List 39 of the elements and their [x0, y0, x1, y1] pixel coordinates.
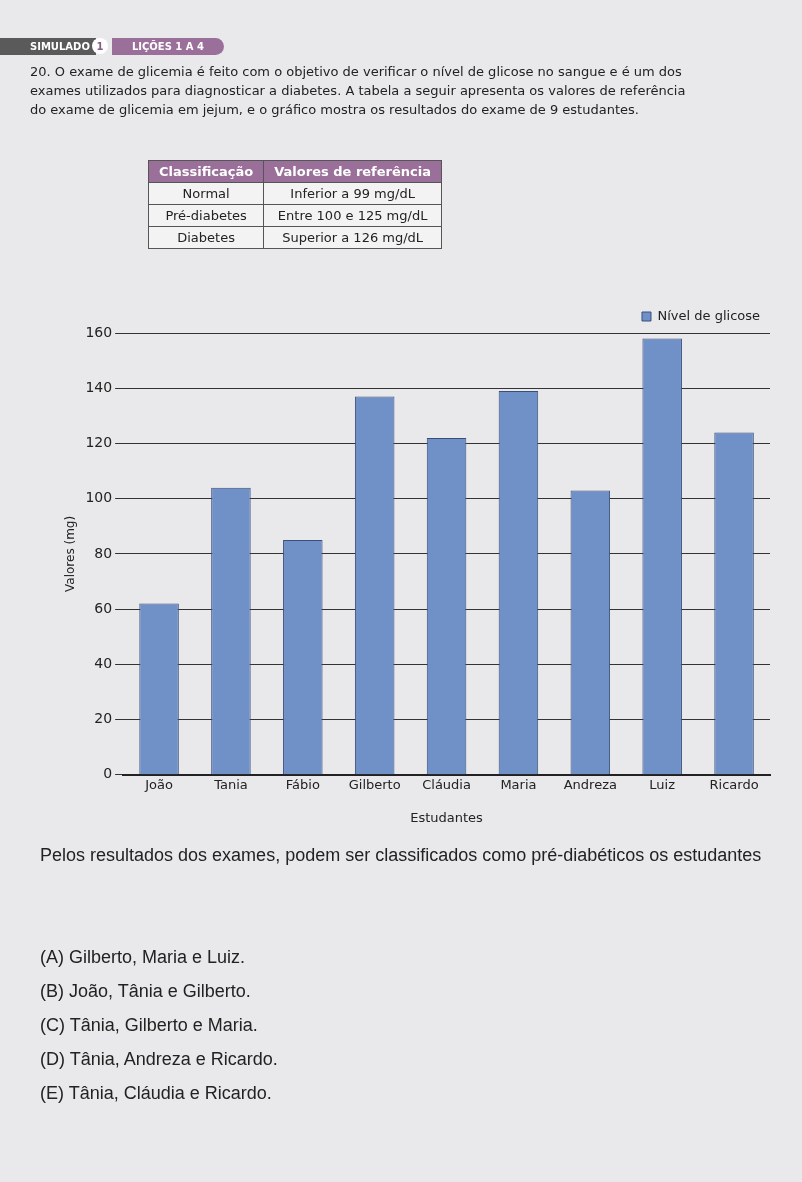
x-tick-label: Tania — [213, 776, 248, 792]
text: (B) João, Tânia e Gilberto. — [40, 980, 252, 1003]
x-tick-label: Andreza — [563, 776, 617, 792]
y-tick-label: 60 — [94, 599, 113, 616]
text: SIMULADO — [0, 37, 96, 55]
chart-title: 20. O exame de glicemia é feito com o objetivo de verificar o nível de glicose no sangue e é um dos exames utilizados para diagnosticar a diabetes. A tabela a seguir apresenta os valores de referência do exame de glicemia em jejum, e o gráfico mostra os resultados do exame de 9 estudantes. — [30, 63, 687, 119]
x-tick-label: Gilberto — [348, 776, 401, 792]
y-tick-label: 120 — [85, 434, 113, 451]
text: Normal — [148, 182, 264, 205]
y-tick-label: 100 — [85, 489, 113, 506]
x-tick-label: Luiz — [649, 776, 676, 792]
y-tick-label: 40 — [94, 654, 113, 671]
text: (D) Tânia, Andreza e Ricardo. — [40, 1048, 278, 1071]
y-tick-label: 0 — [103, 765, 113, 782]
text: Diabetes — [148, 226, 264, 249]
x-tick-label: Cláudia — [422, 776, 471, 792]
text: Pré-diabetes — [148, 204, 264, 227]
x-tick-label: Ricardo — [709, 776, 759, 792]
legend-label: Nível de glicose — [657, 307, 761, 323]
text: Superior a 126 mg/dL — [263, 226, 442, 249]
text: Valores de referência — [263, 160, 442, 183]
x-tick-label: João — [144, 776, 173, 792]
text: Inferior a 99 mg/dL — [263, 182, 442, 205]
y-tick-label: 140 — [85, 378, 113, 395]
text: (A) Gilberto, Maria e Luiz. — [40, 946, 247, 969]
text: Entre 100 e 125 mg/dL — [263, 204, 442, 227]
text: Classificação — [148, 160, 264, 183]
text: Pelos resultados dos exames, podem ser classificados como pré-diabéticos os estudantes — [40, 844, 763, 867]
y-tick-label: 160 — [85, 323, 113, 340]
x-tick-label: Maria — [500, 776, 537, 792]
y-axis-title: Valores (mg) — [63, 515, 78, 592]
text: 1 — [91, 38, 108, 54]
text: (C) Tânia, Gilberto e Maria. — [40, 1014, 259, 1037]
text: (E) Tânia, Cláudia e Ricardo. — [40, 1082, 273, 1105]
x-axis-title: Estudantes — [410, 809, 484, 825]
x-tick-label: Fábio — [285, 776, 320, 792]
y-tick-label: 80 — [94, 544, 113, 561]
y-tick-label: 20 — [94, 710, 113, 727]
text: LIÇÕES 1 A 4 — [111, 37, 224, 55]
